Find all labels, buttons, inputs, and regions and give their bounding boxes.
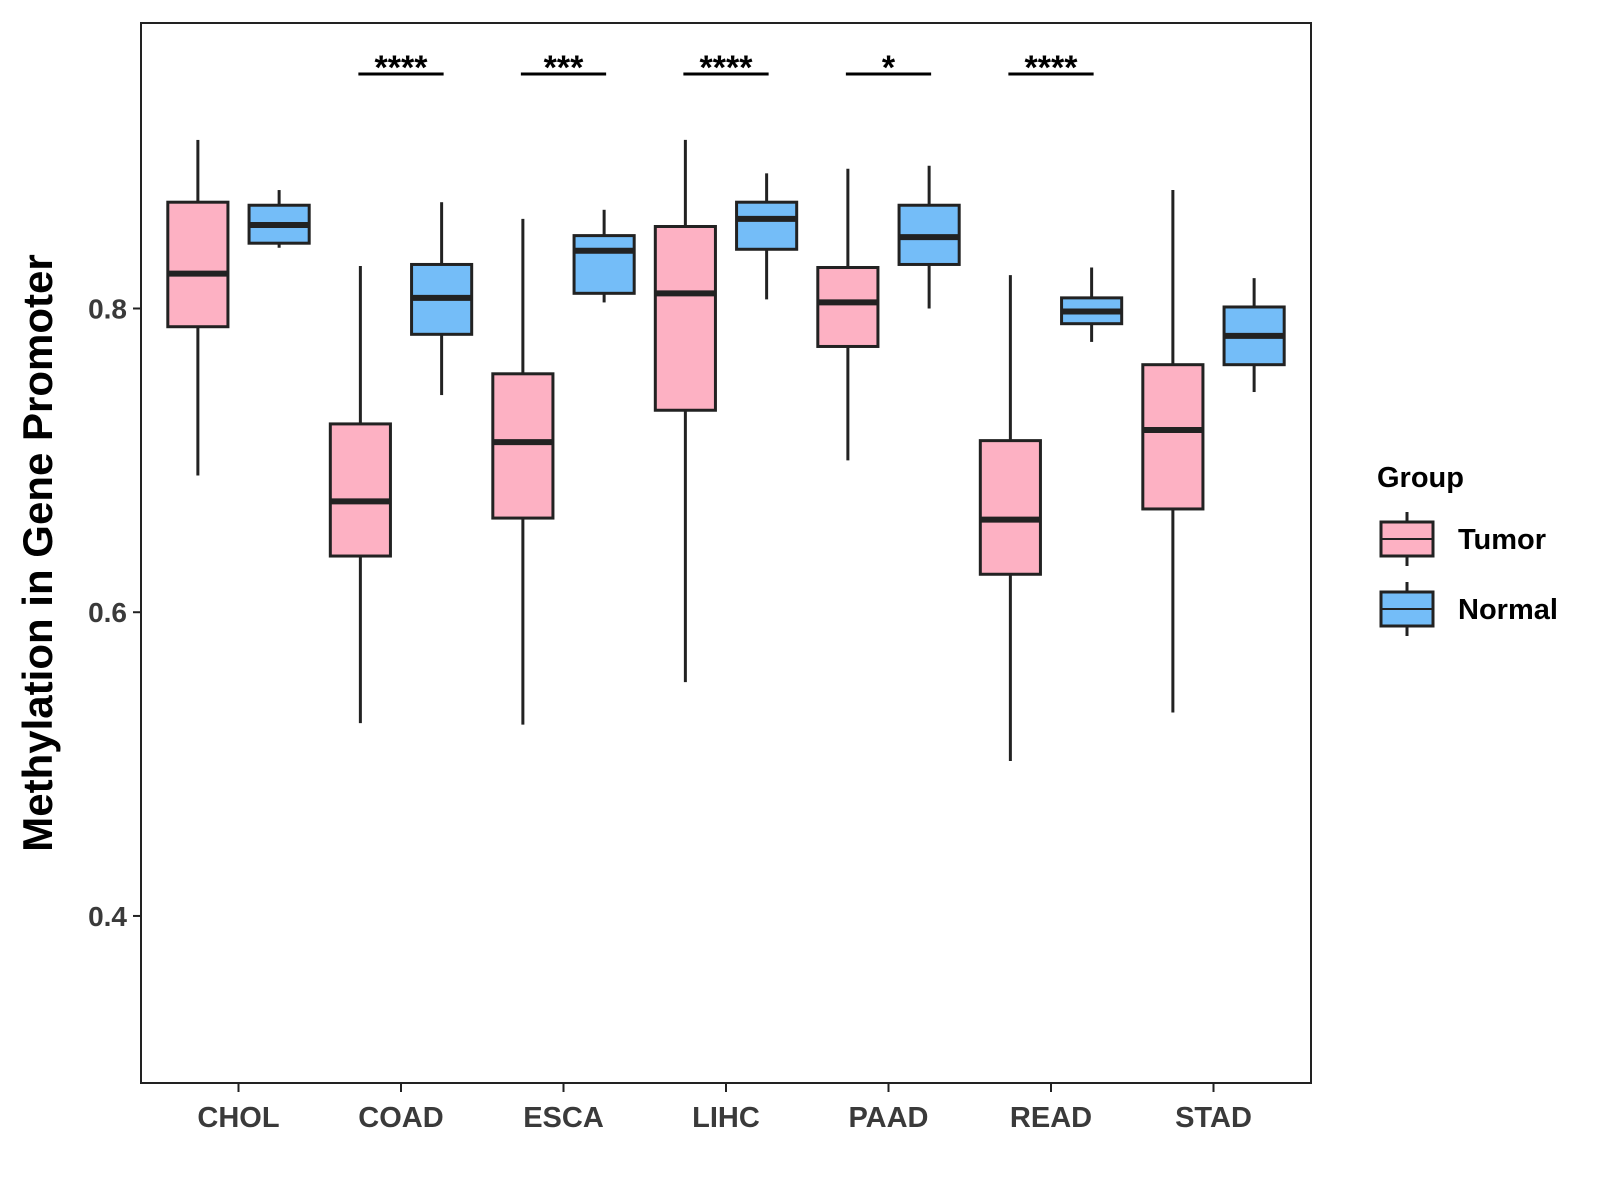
box-normal-chol	[247, 190, 311, 248]
y-axis: 0.4 0.6 0.8	[88, 294, 141, 932]
box-normal-read	[1060, 267, 1124, 342]
legend-label: Normal	[1458, 594, 1558, 626]
legend: Group Tumor Normal	[1377, 462, 1558, 636]
box-iqr	[166, 200, 230, 329]
box-iqr	[735, 200, 799, 251]
box-iqr	[1141, 363, 1205, 511]
panel-border	[140, 22, 1312, 1084]
box-normal-paad	[897, 165, 961, 309]
x-tick-label: ESCA	[523, 1102, 604, 1134]
x-axis: CHOL COAD ESCA LIHC PAAD READ STAD	[197, 1083, 1252, 1134]
x-tick-label: STAD	[1175, 1102, 1252, 1134]
significance-annotations: **** *** **** * ****	[358, 49, 1094, 87]
y-tick-label: 0.4	[88, 901, 127, 932]
box-tumor-chol	[166, 139, 230, 476]
box-normal-esca	[572, 209, 636, 303]
box-tumor-paad	[816, 168, 880, 461]
boxes	[166, 139, 1286, 762]
significance-label: ****	[700, 49, 754, 87]
legend-label: Tumor	[1458, 524, 1546, 556]
box-iqr	[328, 422, 392, 558]
x-tick-label: LIHC	[692, 1102, 760, 1134]
box-iqr	[491, 372, 555, 520]
box-normal-coad	[410, 202, 474, 396]
box-tumor-esca	[491, 218, 555, 725]
box-tumor-coad	[328, 265, 392, 724]
box-iqr	[978, 439, 1042, 576]
y-axis-title: Methylation in Gene Promoter	[14, 254, 61, 851]
x-tick-label: PAAD	[848, 1102, 928, 1134]
significance-label: ****	[1025, 49, 1079, 87]
significance-label: ***	[544, 49, 584, 87]
significance-label: *	[882, 49, 896, 87]
x-tick-label: COAD	[358, 1102, 443, 1134]
box-tumor-read	[978, 275, 1042, 762]
box-tumor-lihc	[653, 139, 717, 683]
legend-entry-tumor: Tumor	[1379, 512, 1546, 566]
box-normal-stad	[1222, 278, 1286, 393]
box-tumor-stad	[1141, 190, 1205, 713]
legend-entry-normal: Normal	[1379, 582, 1558, 636]
significance-label: ****	[375, 49, 429, 87]
legend-title: Group	[1377, 462, 1464, 494]
box-iqr	[816, 265, 880, 348]
y-tick-label: 0.8	[88, 294, 127, 325]
x-tick-label: CHOL	[197, 1102, 279, 1134]
box-iqr	[653, 224, 717, 412]
box-iqr	[572, 234, 636, 295]
y-tick-label: 0.6	[88, 597, 127, 628]
x-tick-label: READ	[1010, 1102, 1092, 1134]
box-normal-lihc	[735, 173, 799, 300]
